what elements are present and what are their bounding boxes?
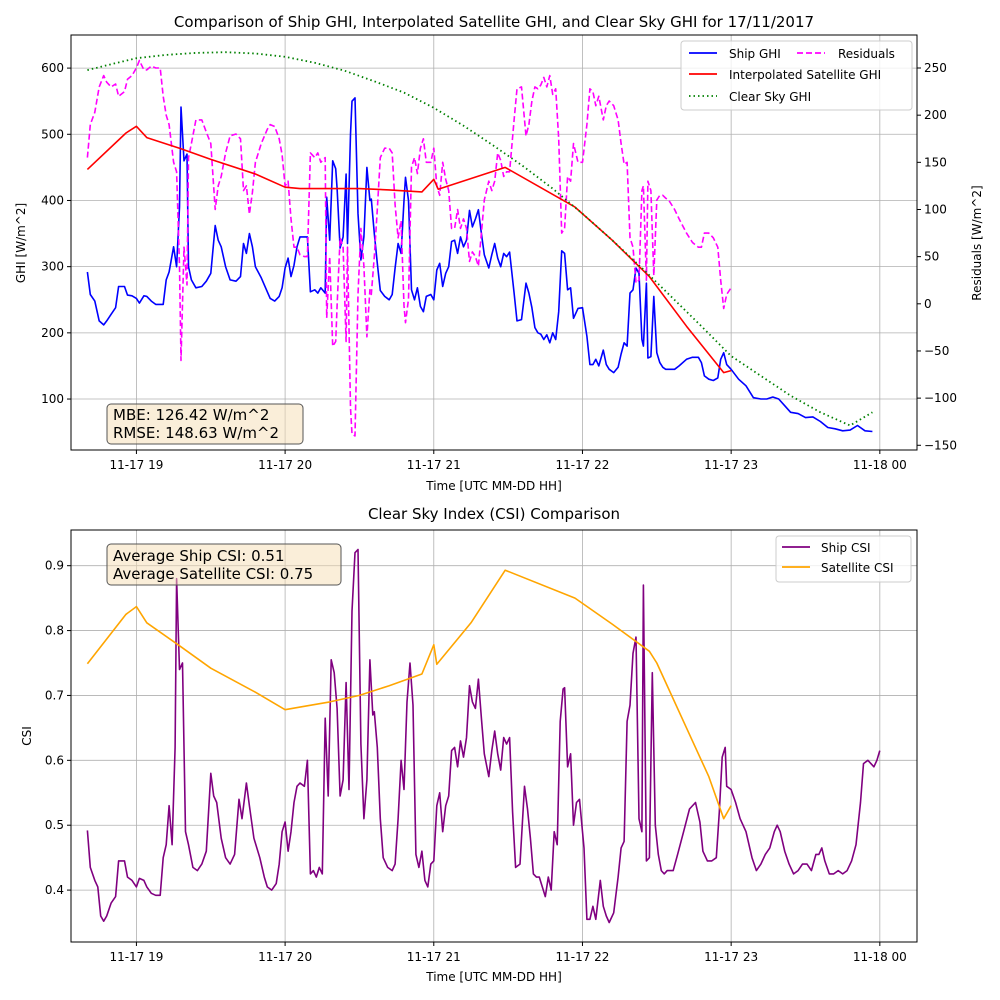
series-line-clear-sky-ghi [87,51,873,427]
y2-tick-label: 200 [924,108,947,122]
legend: Ship CSI Satellite CSI [775,535,912,583]
x-tick-label: 11-17 21 [407,950,461,964]
y2-tick-label: −50 [924,344,949,358]
y-tick-label: 0.9 [45,559,64,573]
y2-axis-label: Residuals [W/m^2] [970,185,984,300]
y-axis-label: CSI [20,726,34,746]
y-tick-label: 100 [41,392,64,406]
x-axis-ticks: 11-17 19 11-17 20 11-17 21 11-17 22 11-17 23… [109,450,907,472]
legend: Ship GHI Residuals Interpolated Satellit… [680,40,913,111]
x-tick-label: 11-18 00 [853,458,907,472]
csi-comparison-chart: Clear Sky Index (CSI) Comparison 11-17 1… [20,505,918,984]
x-tick-label: 11-17 19 [109,950,163,964]
avg-satellite-csi-stat: Average Satellite CSI: 0.75 [113,565,313,583]
y-tick-label: 400 [41,193,64,207]
series-line-interpolated-satellite-ghi [86,125,732,374]
legend-label-ship-csi: Ship CSI [821,541,871,555]
x-tick-label: 11-17 20 [258,950,312,964]
mbe-stat: MBE: 126.42 W/m^2 [113,406,269,424]
y2-tick-label: −150 [924,438,957,452]
y2-tick-label: 0 [924,297,932,311]
y-tick-label: 500 [41,127,64,141]
chart-title: Comparison of Ship GHI, Interpolated Sat… [174,13,814,31]
x-tick-label: 11-18 00 [853,950,907,964]
y2-tick-label: 150 [924,155,947,169]
legend-label-satellite-ghi: Interpolated Satellite GHI [729,68,881,82]
y-axis-ticks: 0.4 0.5 0.6 0.7 0.8 0.9 [45,559,71,897]
y-tick-label: 0.8 [45,624,64,638]
series-lines [86,548,881,924]
x-tick-label: 11-17 21 [407,458,461,472]
x-tick-label: 11-17 20 [258,458,312,472]
series-line-satellite-csi [86,569,732,820]
avg-ship-csi-stat: Average Ship CSI: 0.51 [113,547,285,565]
y-tick-label: 0.5 [45,818,64,832]
series-line-ship-csi [86,548,881,924]
y2-tick-label: 50 [924,250,939,264]
stats-box-frame [106,403,304,445]
legend-box [680,40,913,111]
legend-label-clear-sky-ghi: Clear Sky GHI [729,90,811,104]
y-tick-label: 600 [41,61,64,75]
legend-label-satellite-csi: Satellite CSI [821,561,894,575]
plot-frame [70,34,918,451]
stats-box: Average Ship CSI: 0.51 Average Satellite… [106,543,342,586]
ghi-comparison-chart: Comparison of Ship GHI, Interpolated Sat… [14,13,984,493]
y-tick-label: 0.4 [45,883,64,897]
x-tick-label: 11-17 22 [555,458,609,472]
y2-tick-label: 100 [924,202,947,216]
y2-tick-label: −100 [924,391,957,405]
series-line-ship-ghi [86,97,873,433]
series-line-residuals [86,59,732,437]
x-tick-label: 11-17 19 [109,458,163,472]
stats-box-frame [106,543,342,586]
y2-axis-ticks: −150 −100 −50 0 50 100 150 200 250 [917,61,957,452]
x-axis-ticks: 11-17 19 11-17 20 11-17 21 11-17 22 11-17 23… [109,942,907,964]
series-lines [86,51,873,437]
rmse-stat: RMSE: 148.63 W/m^2 [113,424,279,442]
legend-label-ship-ghi: Ship GHI [729,47,781,61]
y-tick-label: 300 [41,260,64,274]
x-tick-label: 11-17 23 [704,950,758,964]
legend-label-residuals: Residuals [838,47,895,61]
plot-frame [70,529,918,943]
chart-title: Clear Sky Index (CSI) Comparison [368,505,620,523]
y-axis-ticks: 100 200 300 400 500 600 [41,61,71,406]
stats-box: MBE: 126.42 W/m^2 RMSE: 148.63 W/m^2 [106,403,304,445]
y-tick-label: 200 [41,326,64,340]
y-tick-label: 0.7 [45,688,64,702]
x-axis-label: Time [UTC MM-DD HH] [425,479,562,493]
x-tick-label: 11-17 23 [704,458,758,472]
y-tick-label: 0.6 [45,753,64,767]
y2-tick-label: 250 [924,61,947,75]
x-tick-label: 11-17 22 [555,950,609,964]
x-axis-label: Time [UTC MM-DD HH] [425,970,562,984]
y-axis-label: GHI [W/m^2] [14,203,28,283]
